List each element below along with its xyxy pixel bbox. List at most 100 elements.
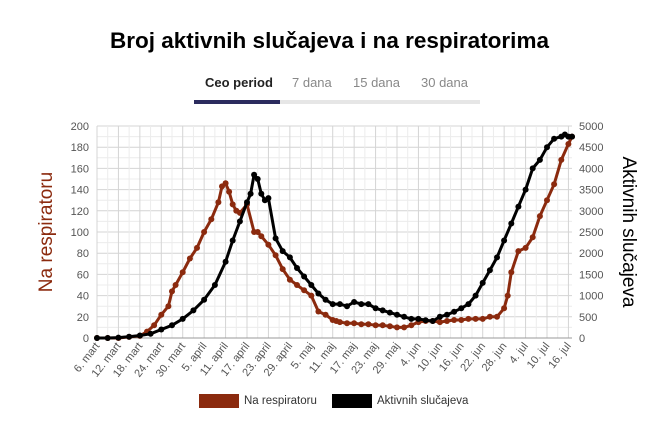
data-point (301, 273, 308, 280)
series-active (94, 131, 575, 341)
data-point (394, 311, 400, 318)
data-point (501, 237, 508, 244)
data-point (494, 313, 500, 320)
tab-15-dana[interactable]: 15 dana (353, 75, 400, 90)
y-tick-label: 40 (77, 291, 89, 303)
period-tabs: Ceo period 7 dana 15 dana 30 dana (194, 72, 480, 104)
data-point (408, 322, 415, 329)
data-point (279, 266, 286, 273)
data-point (158, 311, 165, 318)
data-point (294, 265, 300, 271)
y-tick-label: 160 (71, 163, 89, 175)
legend-swatch-active (332, 394, 372, 408)
data-point (379, 322, 386, 329)
data-point (315, 290, 322, 297)
legend-item-respirator[interactable]: Na respiratoru (199, 394, 317, 408)
data-point (236, 218, 243, 225)
data-point (308, 282, 315, 288)
data-point (544, 197, 550, 204)
data-point (436, 319, 443, 326)
chart-title: Broj aktivnih slučajeva i na respiratori… (110, 28, 549, 53)
y2-tick-label: 2000 (579, 248, 603, 260)
data-point (394, 324, 400, 331)
data-point (569, 133, 575, 140)
data-point (286, 276, 293, 283)
y2-tick-label: 3500 (579, 185, 603, 197)
data-point (465, 315, 472, 322)
data-point (365, 321, 372, 328)
data-point (244, 199, 250, 206)
data-point (415, 315, 422, 322)
data-point (422, 317, 429, 324)
data-point (358, 301, 365, 308)
data-point (169, 322, 175, 329)
y-axis-left-label: Na respiratoru (36, 172, 57, 292)
data-point (358, 321, 365, 328)
data-point (151, 322, 158, 329)
y-axis-right-label: Aktivnih slučajeva (618, 156, 639, 307)
legend-label-active: Aktivnih slučajeva (377, 395, 469, 407)
data-point (254, 229, 261, 235)
y2-tick-label: 1000 (579, 291, 603, 303)
data-point (201, 296, 208, 303)
data-point (551, 135, 558, 142)
data-point (372, 305, 379, 312)
data-point (515, 248, 522, 255)
data-point (401, 313, 408, 320)
data-point (258, 190, 265, 197)
data-point (254, 176, 261, 182)
legend-item-active[interactable]: Aktivnih slučajeva (332, 394, 468, 408)
y-tick-label: 140 (71, 185, 89, 197)
data-point (522, 186, 529, 193)
data-point (444, 311, 450, 318)
data-point (279, 248, 286, 255)
data-point (515, 203, 522, 210)
data-point (229, 201, 236, 208)
data-point (379, 307, 386, 314)
data-point (472, 315, 479, 322)
data-point (104, 335, 111, 341)
data-point (322, 296, 329, 303)
tab-7-dana[interactable]: 7 dana (292, 75, 332, 90)
data-point (351, 299, 358, 305)
data-point (486, 267, 493, 274)
x-tick-label: 10. jul (525, 340, 553, 371)
tab-30-dana[interactable]: 30 dana (421, 75, 468, 90)
data-point (472, 292, 479, 299)
data-point (190, 307, 197, 314)
y2-tick-label: 4000 (579, 163, 603, 175)
data-point (486, 313, 493, 320)
legend-label-respirator: Na respiratoru (244, 395, 317, 407)
data-point (208, 216, 215, 223)
data-point (386, 323, 393, 330)
data-point (251, 171, 258, 178)
series-layer (94, 131, 575, 341)
data-point (215, 199, 222, 206)
data-point (344, 320, 350, 327)
data-point (194, 244, 200, 251)
data-point (479, 315, 486, 322)
series-respirator (94, 133, 575, 341)
data-point (479, 279, 486, 286)
data-point (558, 156, 565, 163)
data-point (336, 319, 343, 326)
data-point (258, 233, 265, 240)
data-point (501, 305, 508, 312)
data-point (494, 254, 500, 261)
y2-tick-label: 5000 (579, 121, 603, 133)
data-point (551, 181, 558, 188)
data-point (386, 309, 393, 316)
data-point (179, 315, 186, 322)
y-axis-right-ticks: 0 500 1000 1500 2000 2500 3000 3500 4000 4500 5000 (579, 121, 603, 345)
data-point (126, 333, 133, 340)
data-point (444, 318, 450, 324)
data-point (465, 301, 472, 308)
data-point (365, 301, 372, 308)
data-point (136, 332, 143, 339)
y2-tick-label: 0 (579, 333, 585, 345)
data-point (115, 334, 122, 341)
tab-ceo-period[interactable]: Ceo period (205, 75, 273, 90)
data-point (308, 292, 315, 299)
